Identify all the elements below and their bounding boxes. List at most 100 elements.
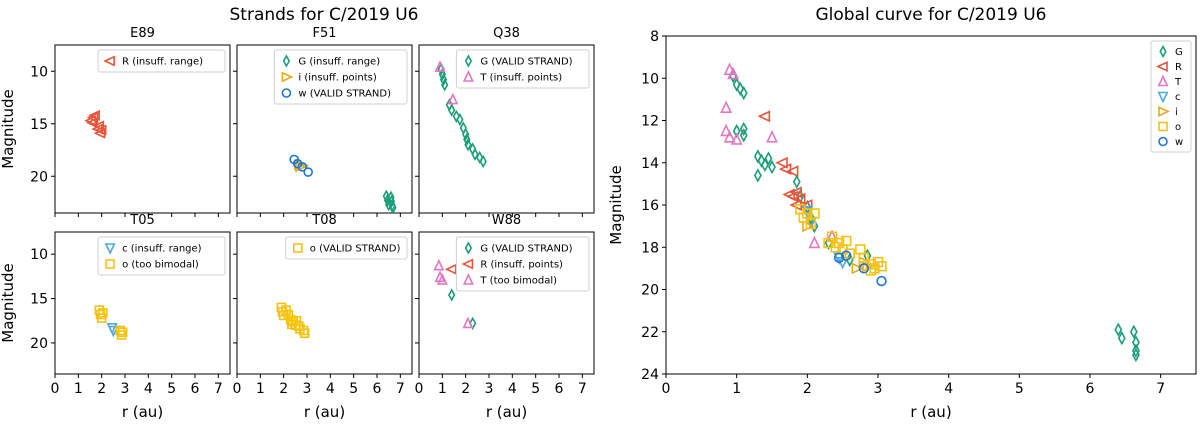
point-G (760, 157, 769, 173)
legend-marker-G (464, 54, 473, 68)
legend-frame (273, 49, 408, 105)
data-points (434, 60, 487, 169)
y-tick-label: 10 (30, 64, 48, 80)
point-G (739, 121, 748, 137)
legend-marker-i (1158, 105, 1170, 118)
legend-label: R (1175, 62, 1182, 73)
legend-marker-c (104, 243, 116, 255)
x-tick-label: 4 (508, 381, 517, 397)
x-axis-label: r (au) (304, 403, 345, 421)
point-R (785, 165, 799, 178)
x-tick-label: 7 (578, 381, 587, 397)
x-axis-label: r (au) (910, 403, 951, 421)
legend-frame (97, 49, 226, 73)
point-R (444, 263, 457, 275)
plot-title: Global curve for C/2019 U6 (816, 5, 1047, 25)
y-tick-label: 15 (30, 117, 48, 133)
legend-marker-w (1158, 136, 1168, 147)
point-G (462, 127, 470, 141)
y-tick-label: 14 (641, 156, 659, 172)
data-points (276, 302, 310, 338)
legend-marker-R (1156, 60, 1168, 73)
point-T (730, 132, 743, 145)
y-axis-label: Magnitude (0, 89, 17, 168)
legend-label: G (1175, 47, 1183, 58)
x-tick-label: 1 (256, 381, 265, 397)
point-w (833, 252, 845, 264)
x-tick-label: 0 (662, 381, 671, 397)
point-T (447, 92, 459, 105)
plot-2: Q38 G (VALID STRAND) T (insuff. points) (415, 26, 595, 217)
legend-label: c (insuff. range) (122, 244, 202, 255)
x-tick-label: 6 (191, 381, 200, 397)
x-tick-label: 2 (461, 381, 470, 397)
legend-label: T (too bimodal) (479, 276, 557, 287)
point-o (833, 237, 845, 249)
point-G (1131, 347, 1140, 363)
x-tick-label: 4 (326, 381, 335, 397)
legend-label: w (VALID STRAND) (298, 89, 391, 100)
x-tick-label: 5 (531, 381, 540, 397)
legend-label: G (VALID STRAND) (480, 244, 572, 255)
point-G (1117, 330, 1126, 346)
legend-label: c (1175, 92, 1181, 103)
point-o (840, 235, 852, 247)
point-w (297, 162, 308, 172)
legend-label: o (VALID STRAND) (310, 244, 401, 255)
plot-1: F51 G (insuff. range) i (insuff. points) w … (233, 26, 413, 217)
x-tick-label: 0 (51, 381, 60, 397)
legend-label: R (insuff. points) (480, 260, 563, 271)
point-G (1114, 322, 1123, 337)
plot-0: E89 10 15 20 Magnitude R (insuff. range) (0, 26, 231, 217)
y-tick-label: 22 (641, 325, 659, 341)
x-tick-label: 6 (555, 381, 564, 397)
legend-label: G (VALID STRAND) (480, 57, 572, 68)
point-G (764, 151, 773, 166)
y-axis-label: Magnitude (607, 165, 625, 244)
point-R (85, 117, 98, 129)
plot-title: Q38 (493, 26, 520, 41)
data-points (289, 154, 397, 213)
legend-label: i (1175, 107, 1178, 118)
point-G (1131, 335, 1140, 350)
point-o (869, 263, 880, 274)
y-tick-label: 10 (641, 71, 659, 87)
x-tick-label: 1 (438, 381, 447, 397)
x-tick-label: 0 (233, 381, 242, 397)
x-axis-label: r (au) (122, 403, 163, 421)
plot-frame (665, 35, 1197, 375)
point-o (876, 261, 887, 272)
point-R (775, 156, 788, 169)
plot-frame (54, 44, 231, 214)
legend-label: T (insuff. points) (479, 73, 562, 84)
legend-marker-T (1157, 74, 1169, 87)
point-G (456, 112, 464, 127)
plot-5: W88 0 1 2 3 4 5 6 7 r (au) G (VALID STRAND) R (insu… (415, 213, 595, 421)
point-o (96, 313, 107, 323)
point-G (739, 128, 748, 143)
point-o (805, 218, 817, 230)
legend-marker-G (282, 54, 291, 68)
point-G (732, 123, 741, 139)
point-G (753, 149, 762, 164)
data-points (94, 305, 128, 340)
legend-label: R (insuff. range) (122, 57, 203, 68)
plot-6: Global curve for C/2019 U60 1 2 3 4 5 6 7810121… (607, 5, 1197, 421)
y-tick-label: 8 (650, 29, 659, 45)
point-o (826, 231, 838, 242)
point-o (865, 265, 877, 276)
point-G (448, 288, 456, 302)
point-G (469, 316, 477, 331)
x-tick-label: 1 (74, 381, 83, 397)
data-points (84, 109, 107, 139)
x-tick-label: 7 (396, 381, 405, 397)
x-tick-label: 4 (944, 381, 953, 397)
y-tick-label: 10 (30, 247, 48, 263)
point-w (840, 250, 852, 261)
point-T (436, 273, 448, 285)
data-points (720, 62, 1140, 363)
x-tick-label: 1 (732, 381, 741, 397)
point-w (858, 263, 870, 274)
